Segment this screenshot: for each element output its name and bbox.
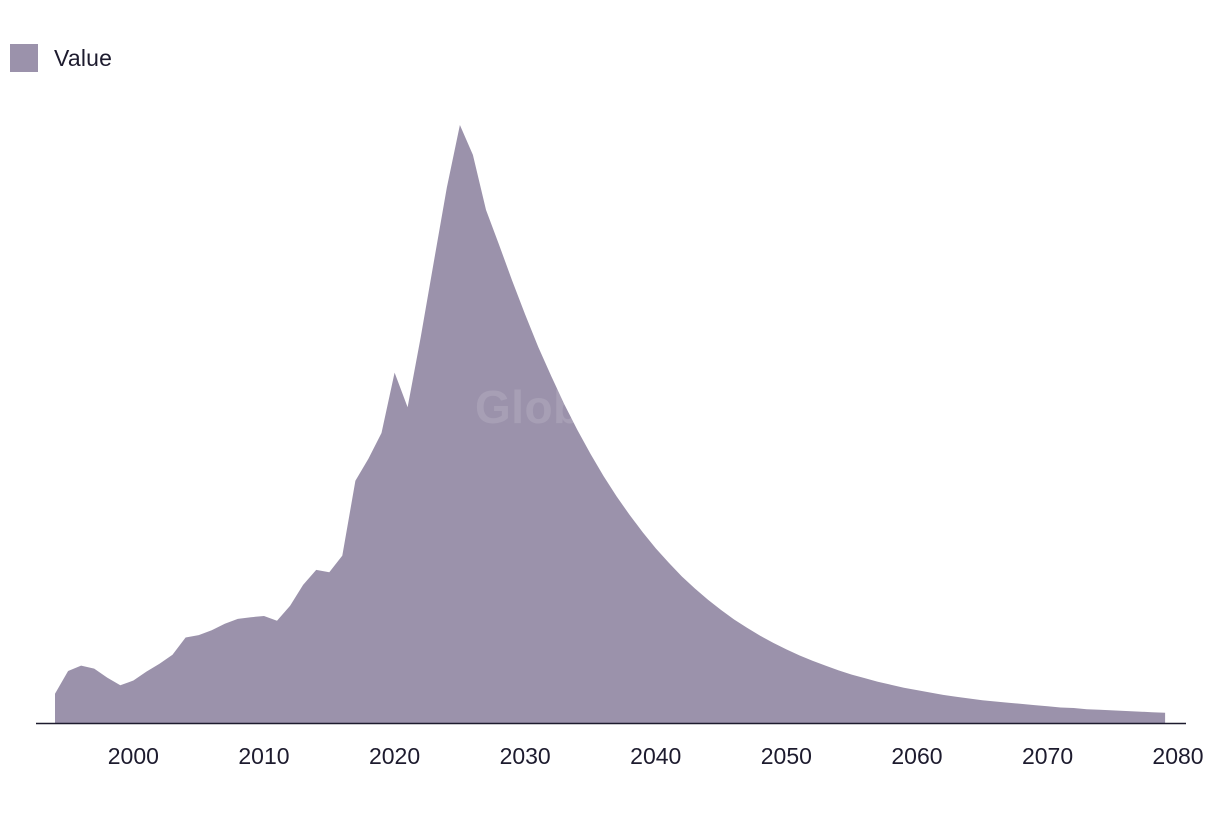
legend-label: Value: [54, 44, 113, 71]
x-tick-label: 2000: [108, 743, 159, 769]
legend-swatch: [10, 44, 38, 72]
x-axis-ticks: 2000 2010 2020 2030 2040 2050 2060 2070 2080: [108, 743, 1204, 769]
x-tick-label: 2030: [500, 743, 551, 769]
x-tick-label: 2010: [238, 743, 289, 769]
x-tick-label: 2050: [761, 743, 812, 769]
x-tick-label: 2080: [1152, 743, 1203, 769]
x-tick-label: 2040: [630, 743, 681, 769]
x-tick-label: 2060: [891, 743, 942, 769]
area-series-value: [55, 125, 1166, 723]
legend: Value: [10, 44, 112, 72]
watermark: GlobalData: [475, 381, 723, 433]
x-tick-label: 2020: [369, 743, 420, 769]
x-tick-label: 2070: [1022, 743, 1073, 769]
